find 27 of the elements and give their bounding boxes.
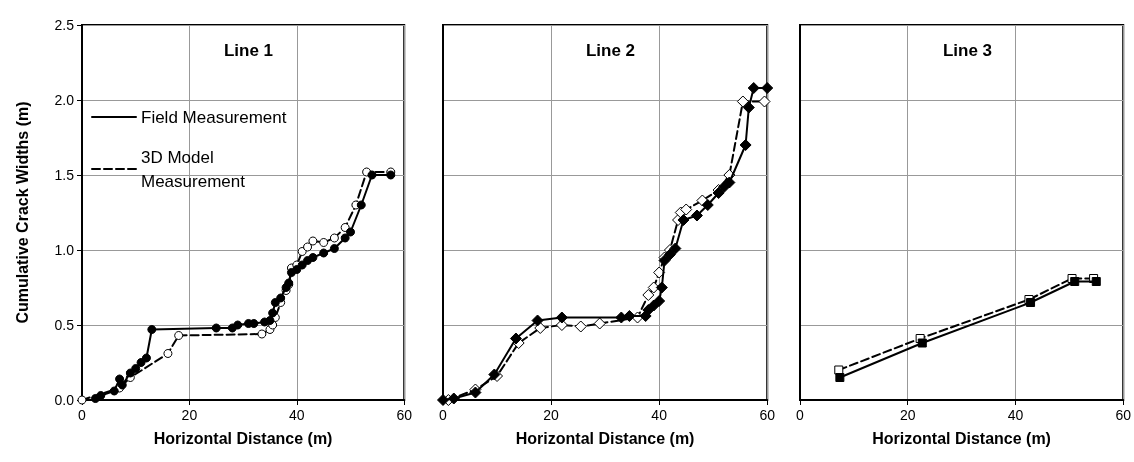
x-axis-title: Horizontal Distance (m) (872, 429, 1051, 447)
x-tick-label: 0 (796, 407, 805, 423)
x-tick-label: 20 (899, 407, 916, 423)
x-axis-title: Horizontal Distance (m) (153, 429, 333, 447)
x-tick-label: 0 (78, 407, 87, 423)
y-axis-title: Cumulative Crack Widths (m) (13, 101, 31, 324)
x-tick-label: 40 (651, 407, 668, 423)
x-tick-label: 60 (1115, 407, 1132, 423)
y-tick-label: 0.5 (54, 317, 75, 333)
x-tick-label: 60 (759, 407, 776, 423)
y-tick-label: 1.0 (54, 242, 75, 258)
legend-label: 3D Model Measurement (141, 147, 246, 191)
x-tick-label: 0 (439, 407, 448, 423)
y-tick-label: 0.0 (54, 392, 75, 408)
x-tick-label: 20 (181, 407, 198, 423)
text: Line 3 (942, 41, 993, 60)
x-tick-label: 20 (543, 407, 560, 423)
x-tick-label: 40 (289, 407, 305, 423)
y-tick-label: 1.5 (54, 167, 75, 183)
x-axis-title: Horizontal Distance (m) (515, 429, 695, 447)
text: Line 2 (585, 41, 636, 60)
x-tick-label: 40 (1007, 407, 1024, 423)
text: Line 1 (223, 41, 274, 60)
x-tick-label: 60 (396, 407, 413, 423)
y-tick-label: 2.5 (54, 17, 75, 33)
y-tick-label: 2.0 (54, 92, 75, 108)
legend-label: Field Measurement (141, 107, 287, 127)
